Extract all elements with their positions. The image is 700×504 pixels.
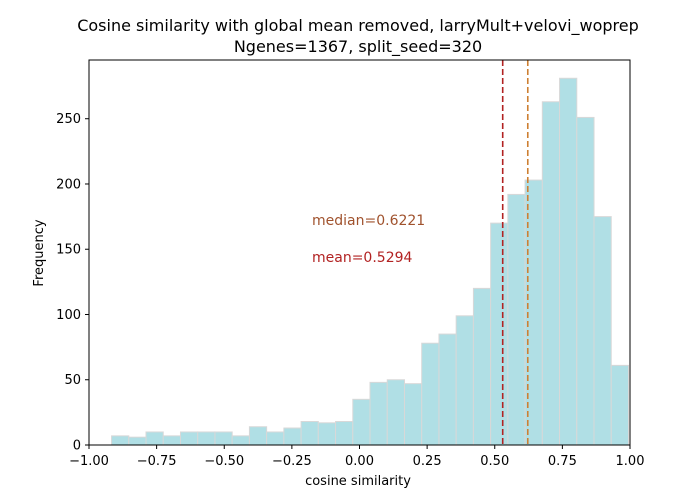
histogram-bar	[386, 379, 405, 446]
x-axis-label: cosine similarity	[305, 474, 411, 489]
y-tick-label: 50	[64, 373, 81, 388]
histogram-bar	[145, 431, 164, 446]
x-axis-ticks: −1.00 −0.75 −0.50 −0.25 0.00 0.25 0.50 0.75 1.00	[69, 445, 644, 469]
x-tick-label: 0.00	[345, 454, 374, 469]
y-axis-ticks: 0 50 100 150 200 250	[56, 112, 89, 454]
histogram-bar	[317, 422, 337, 446]
histogram-bar	[403, 383, 423, 446]
histogram-bars	[111, 77, 629, 446]
histogram-bar	[610, 364, 629, 446]
median-annotation: median=0.6221	[312, 213, 425, 229]
mean-annotation: mean=0.5294	[312, 250, 413, 266]
y-tick-label: 150	[56, 243, 81, 258]
histogram-bar	[162, 435, 181, 446]
histogram-bar	[128, 436, 147, 446]
histogram-bar	[455, 315, 474, 446]
x-tick-label: −0.25	[272, 454, 312, 469]
histogram-bar	[231, 435, 250, 446]
histogram-bar	[593, 216, 612, 446]
chart-subtitle: Ngenes=1367, split_seed=320	[234, 37, 482, 57]
x-tick-label: 1.00	[616, 454, 645, 469]
chart-title: Cosine similarity with global mean remov…	[77, 16, 639, 36]
histogram-bar	[197, 431, 216, 446]
histogram-bar	[300, 421, 319, 446]
histogram-bar	[559, 77, 578, 446]
histogram-bar	[576, 116, 595, 446]
histogram-bar	[438, 333, 457, 446]
histogram-bar	[490, 222, 509, 446]
histogram-bar	[369, 381, 388, 446]
histogram-bar	[179, 431, 199, 446]
y-tick-label: 200	[56, 177, 81, 192]
histogram-bar	[421, 342, 440, 446]
x-tick-label: −1.00	[69, 454, 109, 469]
x-tick-label: −0.50	[204, 454, 244, 469]
histogram-bar	[283, 427, 302, 446]
histogram-bar	[507, 193, 526, 446]
histogram-bar	[352, 398, 371, 446]
histogram-bar	[214, 431, 233, 446]
x-tick-label: 0.50	[480, 454, 509, 469]
histogram-bar	[266, 431, 285, 446]
histogram-bar	[335, 421, 354, 446]
y-axis-label: Frequency	[32, 219, 47, 286]
y-tick-label: 100	[56, 308, 81, 323]
histogram-bar	[472, 287, 492, 446]
y-tick-label: 250	[56, 112, 81, 127]
y-tick-label: 0	[73, 439, 81, 454]
x-tick-label: 0.75	[548, 454, 577, 469]
histogram-bar	[248, 426, 268, 446]
histogram-bar	[111, 435, 130, 446]
reference-lines	[501, 60, 529, 445]
histogram-bar	[541, 101, 561, 446]
x-tick-label: −0.75	[137, 454, 177, 469]
x-tick-label: 0.25	[413, 454, 442, 469]
